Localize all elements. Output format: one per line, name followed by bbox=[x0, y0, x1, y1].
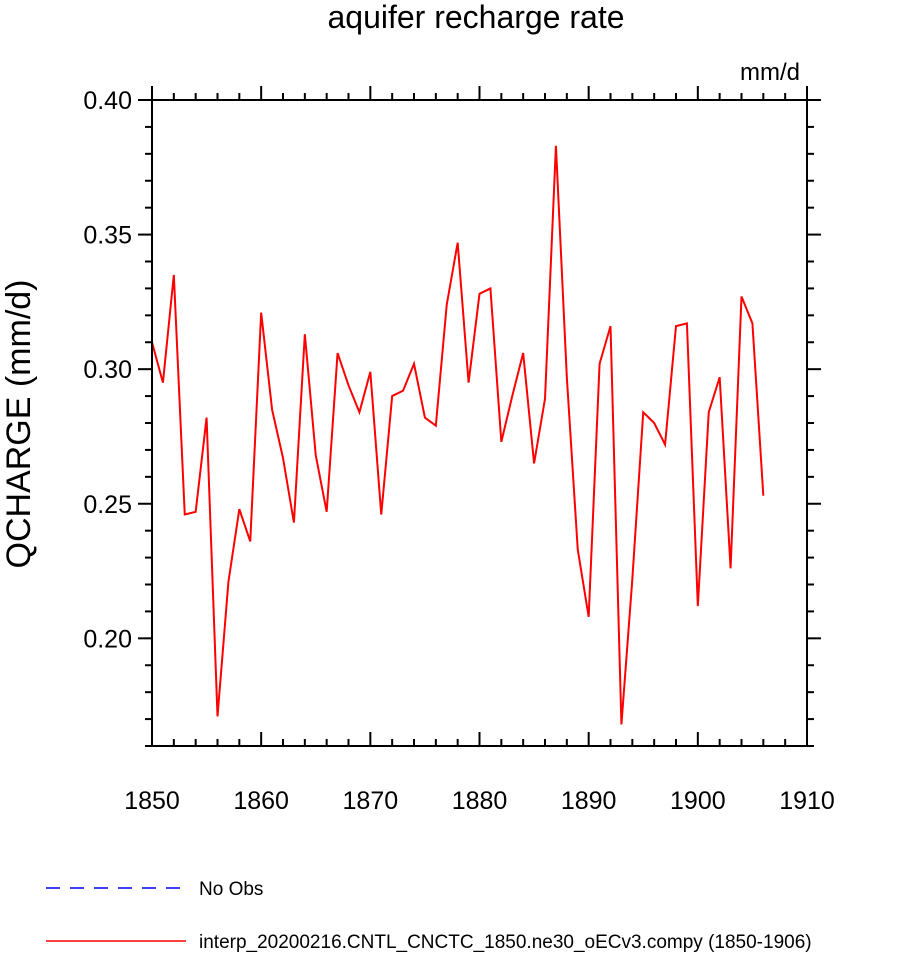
y-tick-label: 0.40 bbox=[83, 87, 132, 115]
x-tick-label: 1850 bbox=[124, 787, 180, 815]
legend-label: No Obs bbox=[199, 879, 263, 900]
y-tick-label: 0.30 bbox=[83, 356, 132, 384]
x-tick-label: 1860 bbox=[233, 787, 289, 815]
series-line bbox=[151, 145, 765, 725]
legend-label: interp_20200216.CNTL_CNCTC_1850.ne30_oEC… bbox=[199, 932, 812, 953]
chart-title: aquifer recharge rate bbox=[327, 0, 624, 35]
axis-ticks bbox=[138, 86, 821, 747]
y-tick-label: 0.25 bbox=[83, 491, 132, 519]
y-axis-label: QCHARGE (mm/d) bbox=[0, 280, 38, 569]
x-tick-label: 1870 bbox=[343, 787, 399, 815]
units-label: mm/d bbox=[740, 59, 800, 86]
x-tick-label: 1880 bbox=[452, 787, 508, 815]
x-tick-label: 1900 bbox=[670, 787, 726, 815]
tick-labels: 1850 1860 1870 1880 1890 1900 1910 0.20 0.25 0.30… bbox=[83, 87, 834, 815]
x-tick-label: 1890 bbox=[561, 787, 617, 815]
plot-frame bbox=[151, 99, 808, 747]
x-tick-label: 1910 bbox=[779, 787, 835, 815]
legend: No Obs interp_20200216.CNTL_CNCTC_1850.ne… bbox=[46, 879, 812, 953]
y-tick-label: 0.20 bbox=[83, 625, 132, 653]
data-series bbox=[151, 145, 765, 725]
y-tick-label: 0.35 bbox=[83, 222, 132, 250]
